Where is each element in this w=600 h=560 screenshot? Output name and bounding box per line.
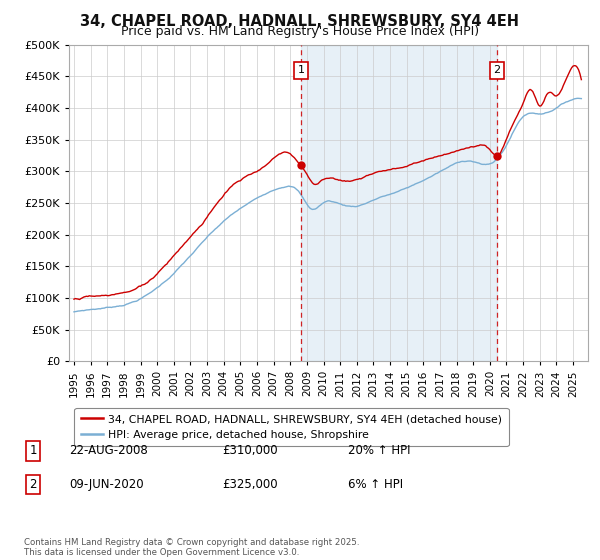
Text: 2: 2 bbox=[494, 65, 501, 75]
Text: 20% ↑ HPI: 20% ↑ HPI bbox=[348, 444, 410, 458]
Text: Price paid vs. HM Land Registry's House Price Index (HPI): Price paid vs. HM Land Registry's House … bbox=[121, 25, 479, 38]
Text: 6% ↑ HPI: 6% ↑ HPI bbox=[348, 478, 403, 491]
Bar bbox=[301, 45, 497, 361]
Text: £310,000: £310,000 bbox=[222, 444, 278, 458]
Text: 1: 1 bbox=[29, 444, 37, 458]
Text: 22-AUG-2008: 22-AUG-2008 bbox=[69, 444, 148, 458]
Text: £325,000: £325,000 bbox=[222, 478, 278, 491]
Text: 2: 2 bbox=[29, 478, 37, 491]
Text: Contains HM Land Registry data © Crown copyright and database right 2025.
This d: Contains HM Land Registry data © Crown c… bbox=[24, 538, 359, 557]
Text: 34, CHAPEL ROAD, HADNALL, SHREWSBURY, SY4 4EH: 34, CHAPEL ROAD, HADNALL, SHREWSBURY, SY… bbox=[80, 14, 520, 29]
Text: 1: 1 bbox=[298, 65, 304, 75]
Legend: 34, CHAPEL ROAD, HADNALL, SHREWSBURY, SY4 4EH (detached house), HPI: Average pri: 34, CHAPEL ROAD, HADNALL, SHREWSBURY, SY… bbox=[74, 408, 509, 446]
Text: 09-JUN-2020: 09-JUN-2020 bbox=[69, 478, 143, 491]
